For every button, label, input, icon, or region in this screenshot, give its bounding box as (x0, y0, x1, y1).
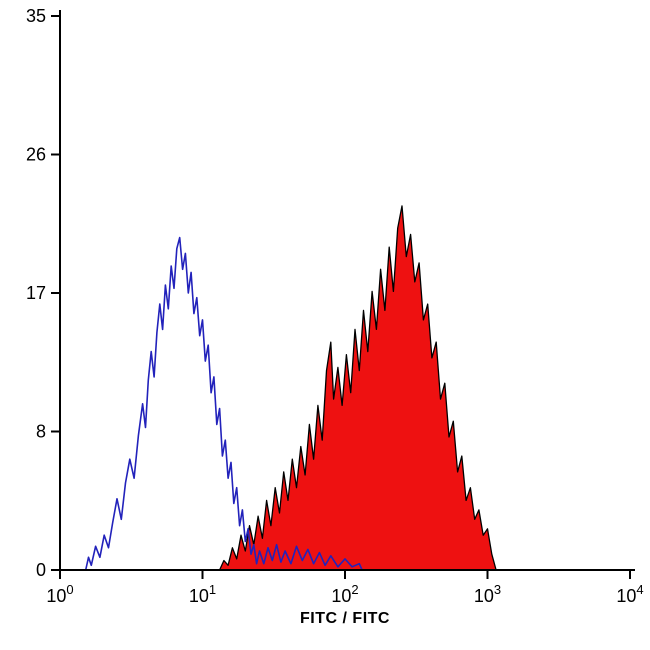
y-tick-label: 17 (26, 283, 46, 303)
series-stained-sample (218, 205, 497, 571)
x-tick-label: 104 (616, 582, 643, 606)
x-tick-label: 102 (331, 582, 358, 606)
x-tick-label: 101 (189, 582, 216, 606)
x-axis-title: FITC / FITC (300, 610, 390, 627)
x-tick-label: 103 (474, 582, 501, 606)
y-tick-label: 8 (36, 422, 46, 442)
series-unstained-control (84, 236, 363, 571)
y-tick-label: 0 (36, 560, 46, 580)
x-tick-label: 100 (46, 582, 73, 606)
y-tick-label: 35 (26, 6, 46, 26)
y-tick-label: 26 (26, 145, 46, 165)
